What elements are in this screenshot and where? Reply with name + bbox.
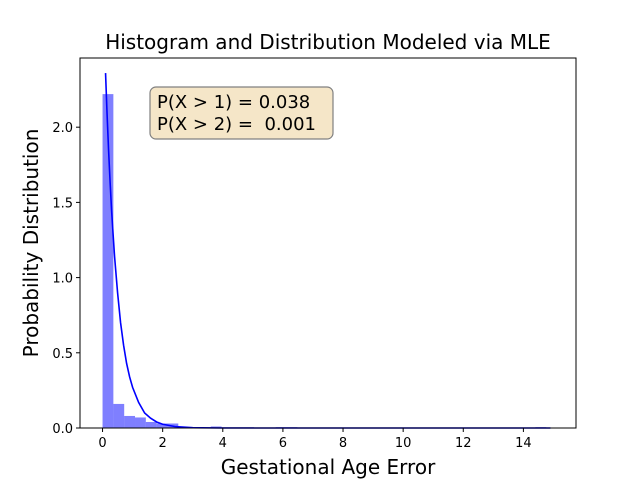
x-axis-ticks: 0 2 4 6 8 10 12 14 <box>98 428 532 451</box>
chart-title: Histogram and Distribution Modeled via M… <box>105 30 551 54</box>
x-tick-label: 2 <box>159 436 167 451</box>
plot-frame <box>79 57 577 429</box>
y-axis-ticks: 0.0 0.5 1.0 1.5 2.0 <box>52 121 80 437</box>
y-axis-label: Probability Distribution <box>19 129 43 358</box>
annotation-box-frame <box>149 86 334 140</box>
y-tick-label: 0.5 <box>52 347 73 362</box>
x-tick-label: 8 <box>339 436 347 451</box>
x-axis-label: Gestational Age Error <box>221 455 436 479</box>
x-tick-label: 6 <box>279 436 287 451</box>
x-tick-label: 14 <box>515 436 532 451</box>
y-tick-label: 0.0 <box>52 422 73 437</box>
x-tick-label: 12 <box>455 436 472 451</box>
x-tick-label: 0 <box>98 436 106 451</box>
histogram-bar-4 <box>145 421 157 428</box>
annotation-line-1: P(X > 1) = 0.038 <box>157 92 310 113</box>
histogram-bar-5 <box>156 423 168 428</box>
y-tick-label: 2.0 <box>52 121 73 136</box>
y-tick-label: 1.0 <box>52 272 73 287</box>
histogram-bar-2 <box>124 415 136 428</box>
histogram-bar-1 <box>113 403 125 428</box>
y-tick-label: 1.5 <box>52 196 73 211</box>
histogram-bar-0 <box>102 94 114 428</box>
probability-annotation: P(X > 1) = 0.038 P(X > 2) = 0.001 <box>149 86 334 140</box>
x-tick-label: 4 <box>219 436 227 451</box>
x-tick-label: 10 <box>395 436 412 451</box>
annotation-line-2: P(X > 2) = 0.001 <box>157 114 316 135</box>
histogram-bar-3 <box>135 417 146 428</box>
